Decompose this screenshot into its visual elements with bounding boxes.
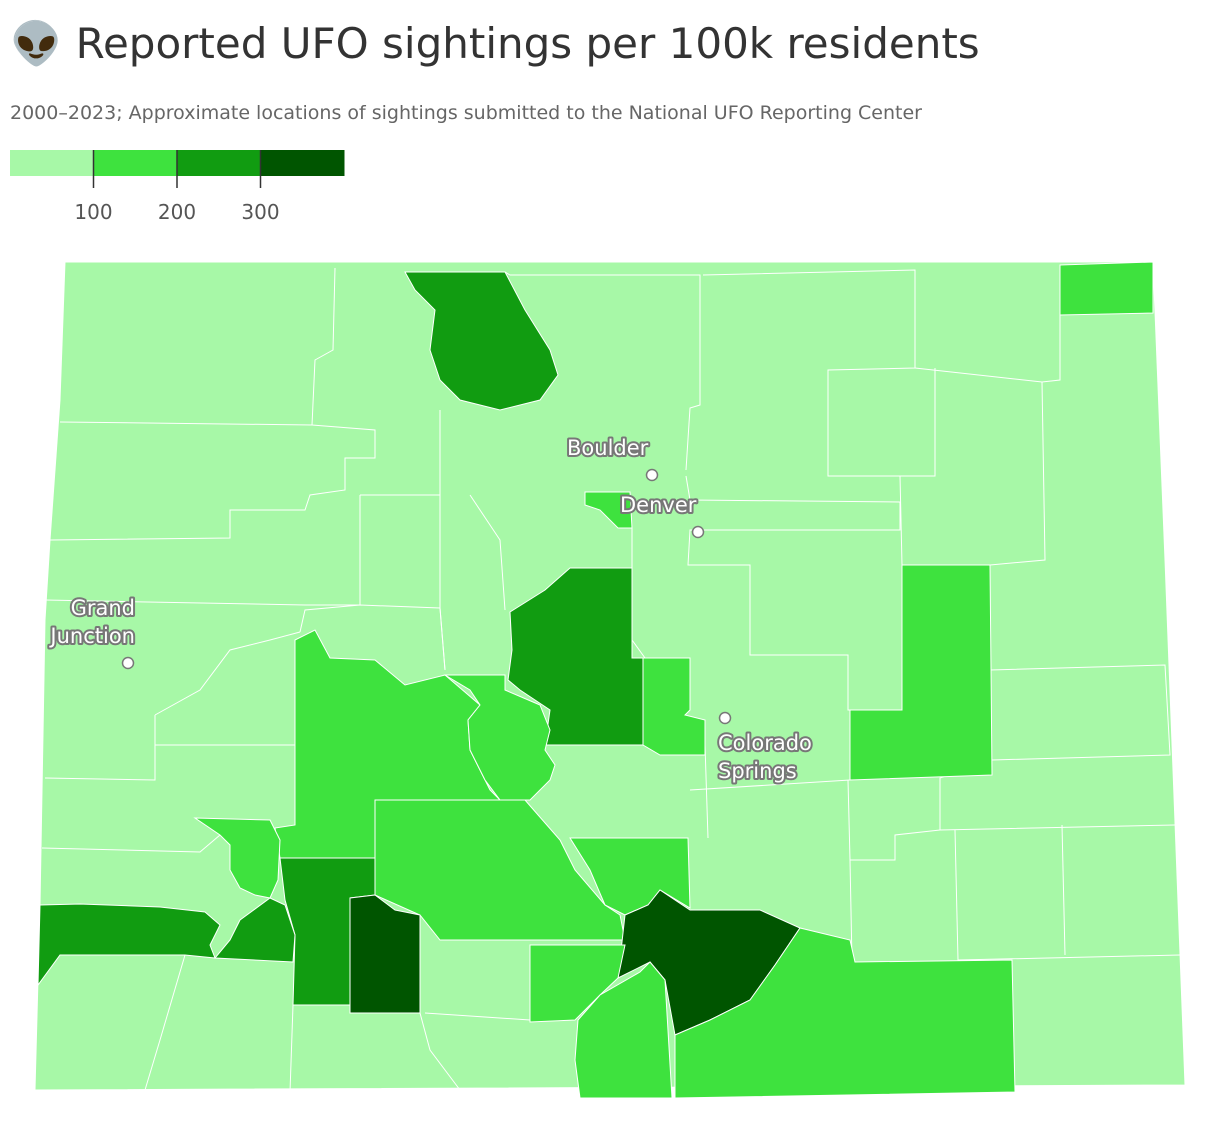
county [574, 961, 673, 1099]
city-dot [718, 711, 732, 725]
county [443, 674, 556, 801]
city-label: Boulder [567, 436, 649, 460]
legend-swatch [177, 150, 261, 176]
county [642, 657, 706, 756]
county [193, 817, 281, 899]
county [349, 894, 421, 1014]
county [1059, 261, 1154, 316]
city-labels: Boulder Denver Grand Junction Colorado Spring… [46, 434, 813, 785]
city-label: Junction [48, 624, 135, 648]
county [584, 491, 633, 529]
county [674, 927, 1016, 1099]
legend-swatch [93, 150, 178, 176]
city-label: Colorado [718, 731, 812, 755]
county [849, 564, 993, 781]
city-label: Grand [71, 596, 135, 620]
city-dot [691, 525, 705, 539]
subtitle: 2000–2023; Approximate locations of sigh… [10, 102, 922, 124]
legend-tick-label: 200 [158, 200, 196, 224]
legend: 100 200 300 [10, 150, 345, 224]
city-label: Denver [620, 493, 697, 517]
city-dot [121, 656, 135, 670]
map [34, 261, 1186, 1099]
title: 👽 Reported UFO sightings per 100k reside… [10, 18, 980, 68]
legend-swatch [10, 150, 94, 176]
county [404, 271, 559, 411]
legend-tick-label: 300 [241, 200, 279, 224]
county [37, 903, 221, 987]
legend-swatch [260, 150, 345, 176]
city-label: Springs [718, 759, 797, 783]
county [213, 897, 296, 963]
city-dot [645, 468, 659, 482]
county-borders [41, 267, 1181, 1093]
county [374, 799, 626, 941]
legend-tick-label: 100 [74, 200, 112, 224]
